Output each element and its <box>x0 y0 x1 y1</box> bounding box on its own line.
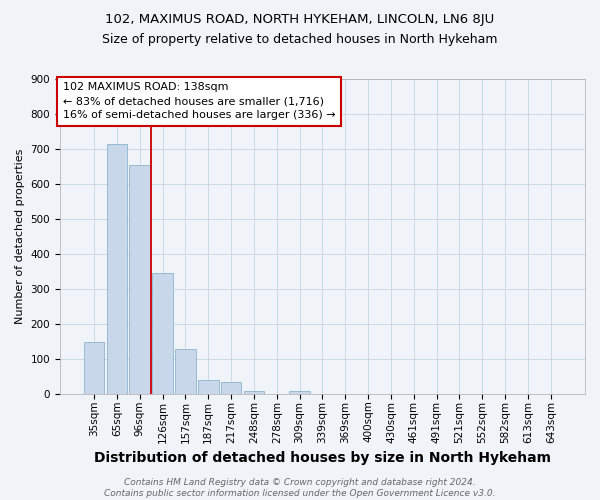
Y-axis label: Number of detached properties: Number of detached properties <box>15 149 25 324</box>
Bar <box>107 144 127 395</box>
Bar <box>152 274 173 394</box>
Text: 102 MAXIMUS ROAD: 138sqm
← 83% of detached houses are smaller (1,716)
16% of sem: 102 MAXIMUS ROAD: 138sqm ← 83% of detach… <box>62 82 335 120</box>
Bar <box>130 165 150 394</box>
Bar <box>289 392 310 394</box>
Bar <box>244 391 264 394</box>
Bar <box>221 382 241 394</box>
Text: 102, MAXIMUS ROAD, NORTH HYKEHAM, LINCOLN, LN6 8JU: 102, MAXIMUS ROAD, NORTH HYKEHAM, LINCOL… <box>106 12 494 26</box>
Text: Size of property relative to detached houses in North Hykeham: Size of property relative to detached ho… <box>102 32 498 46</box>
Bar <box>84 342 104 394</box>
Bar <box>198 380 218 394</box>
Bar <box>175 350 196 395</box>
Text: Contains HM Land Registry data © Crown copyright and database right 2024.
Contai: Contains HM Land Registry data © Crown c… <box>104 478 496 498</box>
X-axis label: Distribution of detached houses by size in North Hykeham: Distribution of detached houses by size … <box>94 451 551 465</box>
